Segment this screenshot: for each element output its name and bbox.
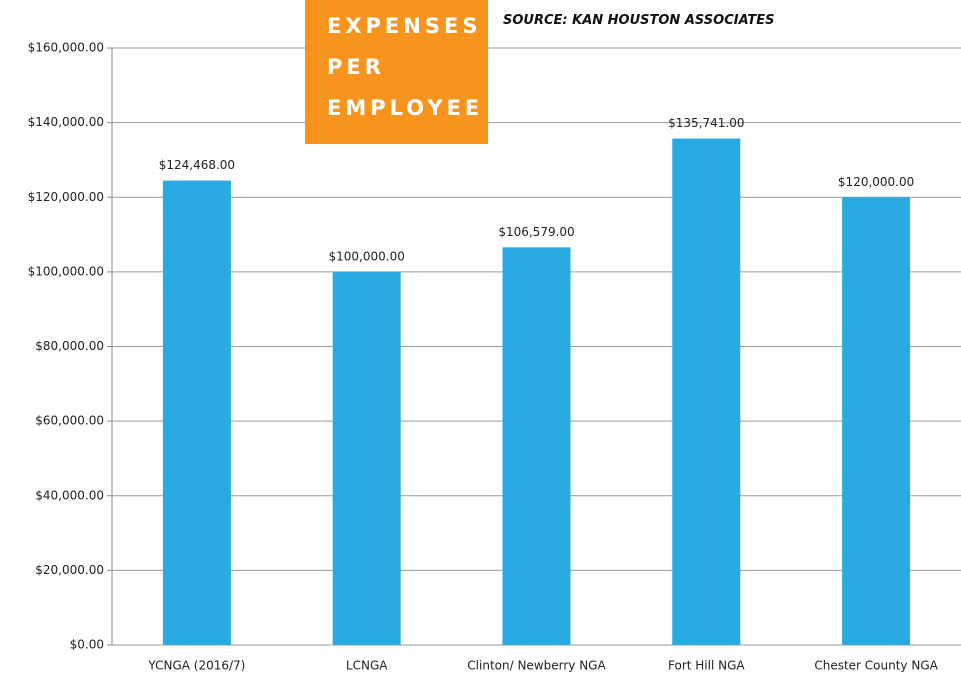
x-tick-label: Clinton/ Newberry NGA (467, 659, 606, 673)
y-tick-label: $80,000.00 (35, 339, 104, 353)
y-tick-label: $120,000.00 (28, 190, 104, 204)
bar (162, 180, 231, 645)
y-tick-label: $40,000.00 (35, 488, 104, 502)
data-label: $124,468.00 (159, 158, 235, 172)
y-tick-label: $0.00 (70, 638, 104, 652)
bar (502, 247, 571, 646)
x-tick-label: YCNGA (2016/7) (147, 659, 245, 673)
y-tick-label: $140,000.00 (28, 115, 104, 129)
data-label: $135,741.00 (668, 116, 744, 130)
x-tick-label: Fort Hill NGA (668, 659, 745, 673)
y-tick-label: $160,000.00 (28, 41, 104, 55)
bar (672, 138, 741, 645)
data-label: $100,000.00 (329, 249, 405, 263)
y-tick-label: $20,000.00 (35, 563, 104, 577)
data-label: $106,579.00 (498, 225, 574, 239)
chart-subtitle: SOURCE: KAN HOUSTON ASSOCIATES (503, 13, 775, 28)
x-tick-label: LCNGA (346, 659, 388, 673)
bar (332, 271, 401, 645)
y-tick-label: $100,000.00 (28, 264, 104, 278)
data-label: $120,000.00 (838, 175, 914, 189)
bar (842, 197, 911, 645)
chart-title: EXPENSES PER EMPLOYEE (305, 0, 488, 144)
x-tick-label: Chester County NGA (814, 659, 938, 673)
y-tick-label: $60,000.00 (35, 414, 104, 428)
